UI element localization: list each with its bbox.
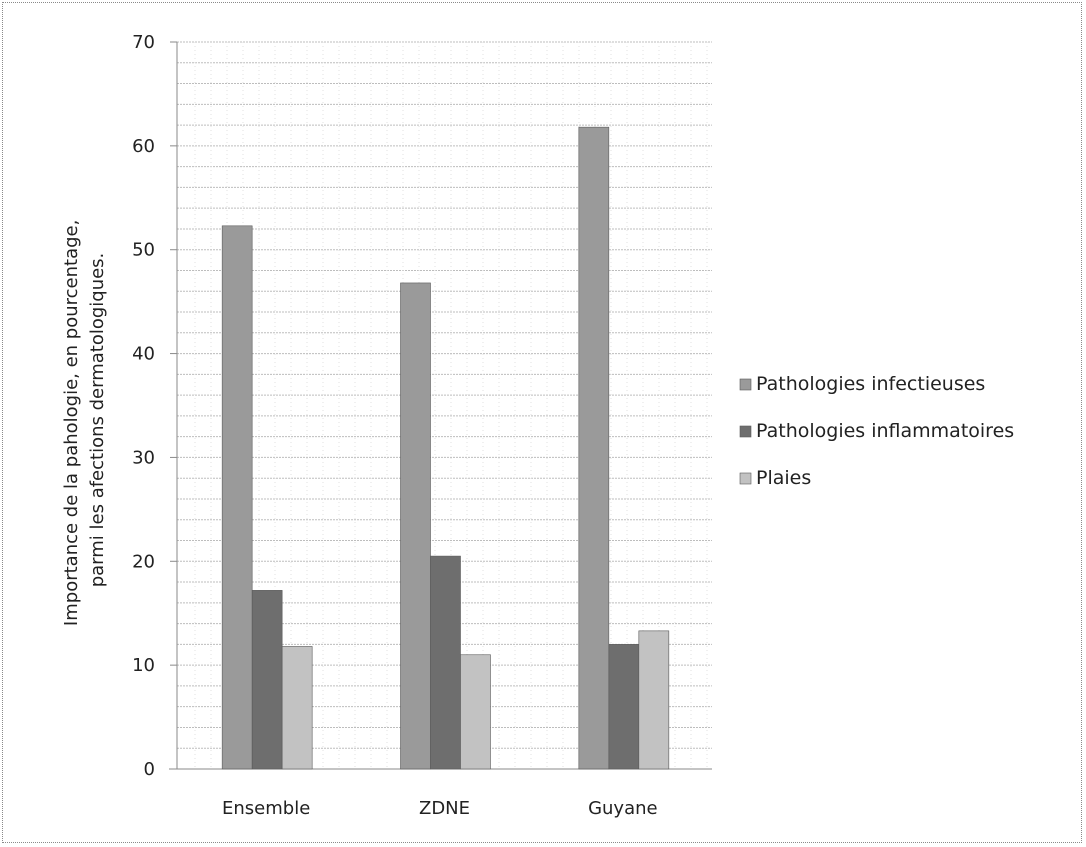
x-tick-label: Ensemble [222,798,310,819]
y-axis-title-line-1: Importance de la pahologie, en pourcenta… [61,220,82,626]
legend-swatch [739,472,752,485]
bar-guyane-0 [578,126,610,770]
y-tick-label: 50 [132,240,155,261]
bar-zdne-1 [430,555,461,770]
y-tick-label: 30 [132,447,155,468]
x-tick-label: ZDNE [419,798,470,819]
legend-swatch [739,425,752,438]
y-axis-ticks: 0 10 20 30 40 50 60 70 [132,32,177,780]
y-tick-label: 70 [132,32,155,53]
y-tick-label: 0 [144,759,155,780]
y-tick-label: 40 [132,344,155,365]
bar-ensemble-1 [251,590,283,770]
y-tick-label: 60 [132,136,155,157]
x-axis-labels: Ensemble ZDNE Guyane [222,798,658,819]
y-tick-label: 20 [132,551,155,572]
y-axis-title: Importance de la pahologie, en pourcenta… [61,214,108,626]
bar-guyane-1 [608,644,640,770]
y-tick-label: 10 [132,655,155,676]
bar-guyane-2 [638,630,670,770]
bar-zdne-0 [400,282,431,770]
legend-label: Plaies [756,467,811,489]
legend: Pathologies infectieuses Pathologies infl… [739,373,1014,489]
bar-ensemble-2 [281,646,313,770]
bars [221,126,670,770]
legend-swatch [739,378,752,391]
bar-zdne-2 [460,654,491,770]
legend-label: Pathologies infectieuses [756,373,985,395]
legend-label: Pathologies inflammatoires [756,420,1014,442]
x-tick-label: Guyane [588,798,658,819]
bar-ensemble-0 [221,225,253,770]
y-axis-title-line-2: parmi les afections dermatologiques. [87,253,108,588]
